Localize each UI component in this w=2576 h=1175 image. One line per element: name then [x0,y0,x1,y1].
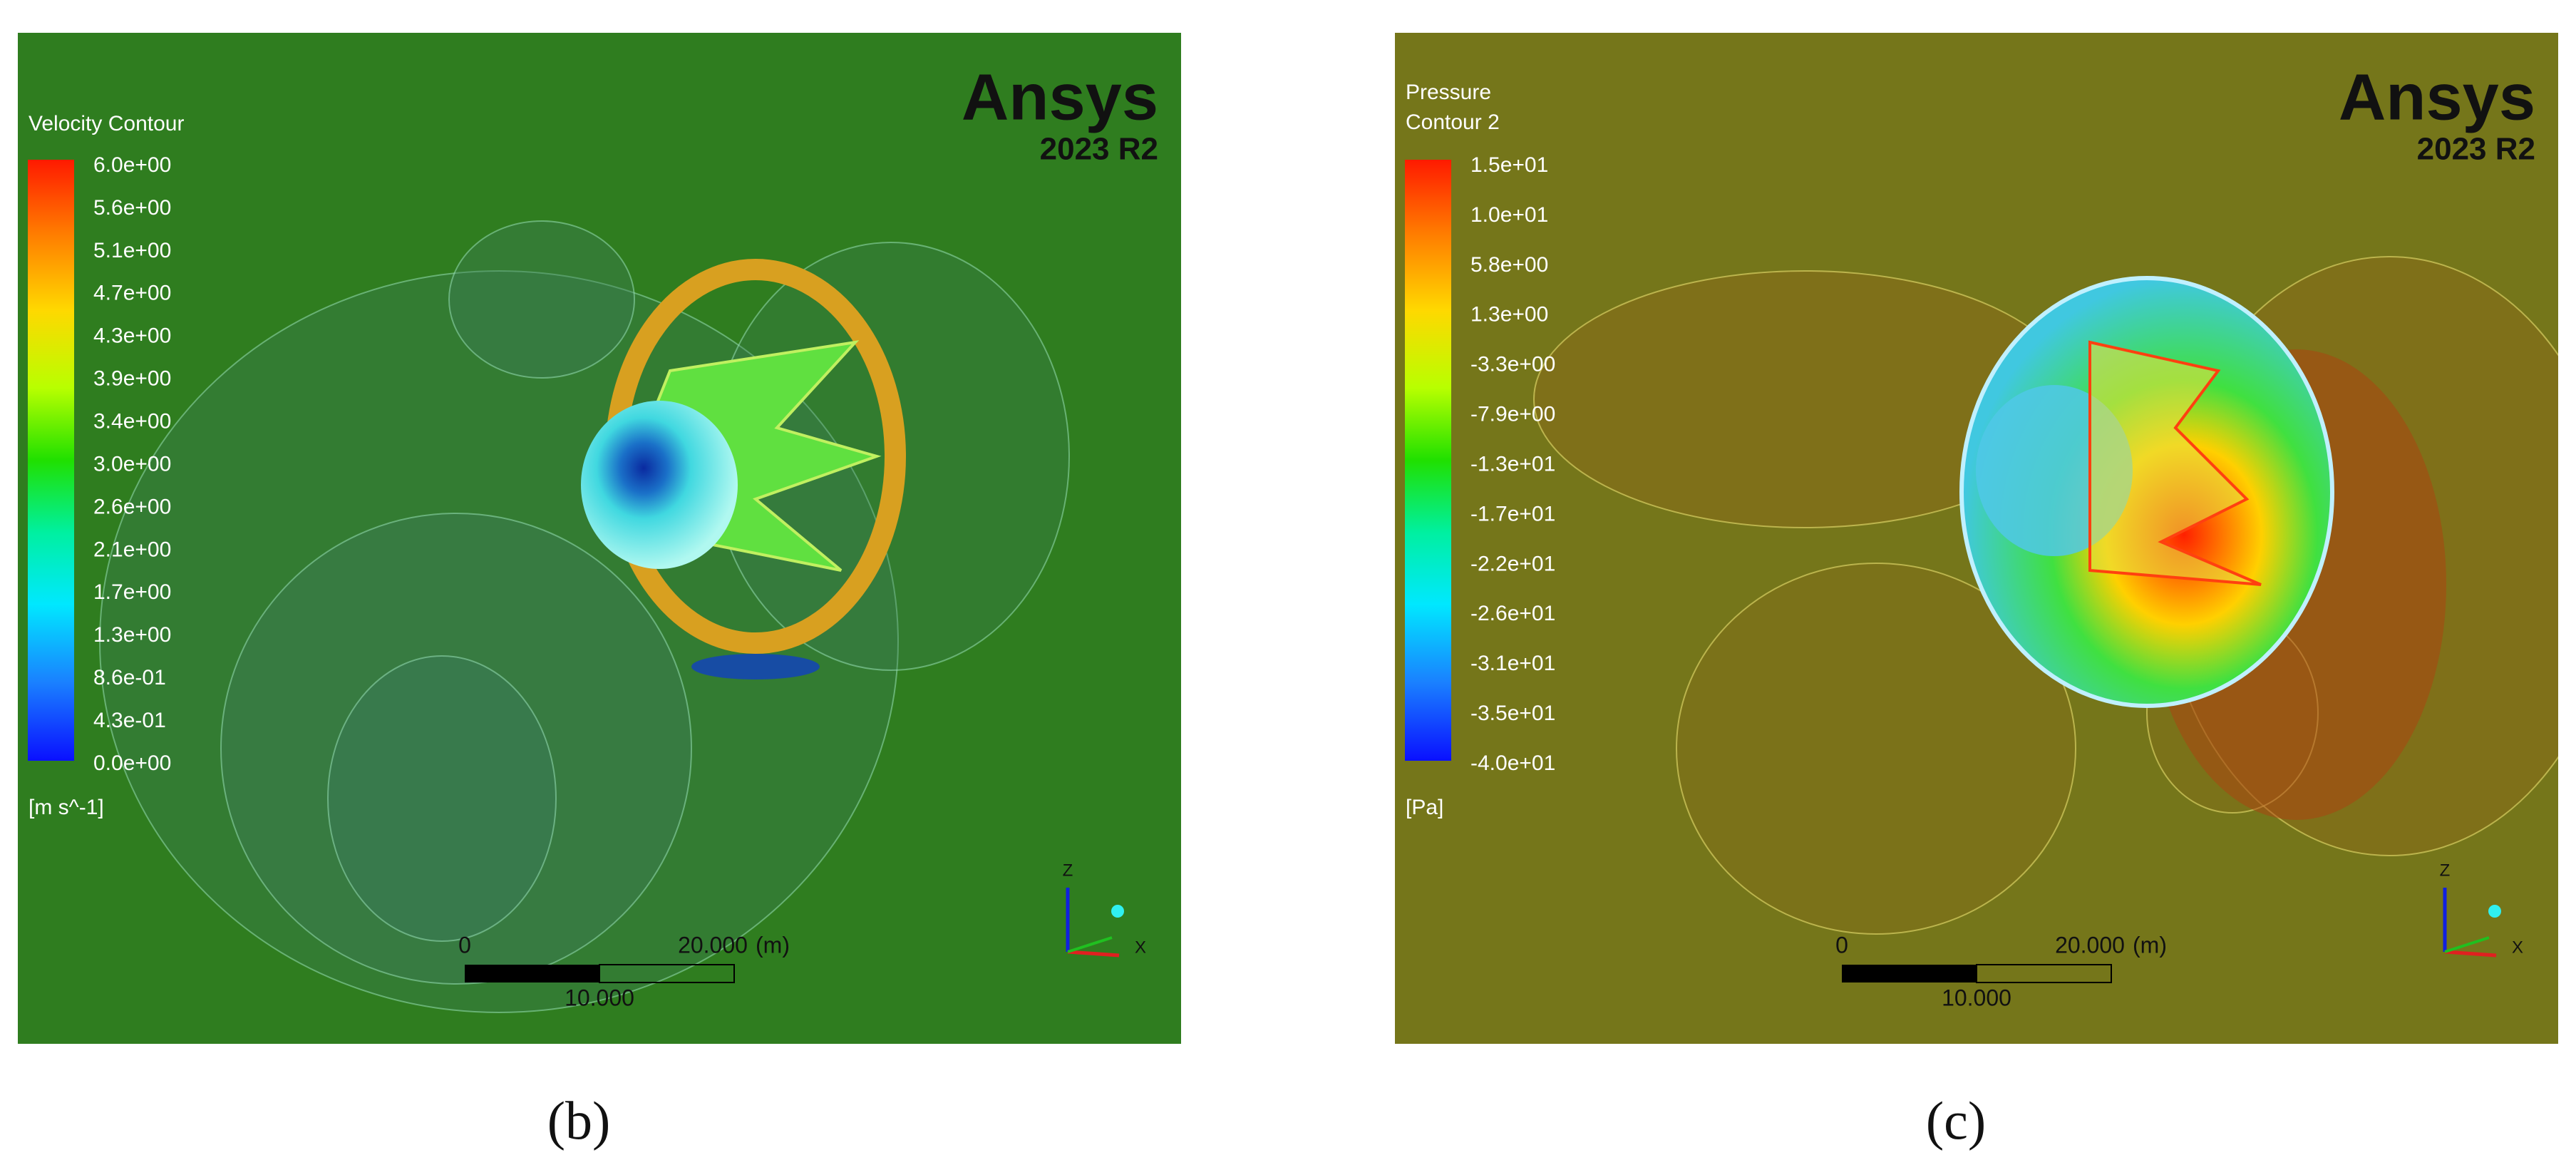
legend-level: 4.3e+00 [93,324,171,348]
scale-unit: (m) [756,932,790,958]
legend-level: 5.6e+00 [93,196,171,220]
axis-label-z: Z [1063,861,1073,880]
version: 2023 R2 [1040,132,1158,167]
legend-level: -1.7e+01 [1470,502,1555,525]
legend-level: -3.3e+00 [1470,353,1555,376]
contour-field [1533,256,2558,935]
scale-mid: 10.000 [565,985,634,1010]
legend-level: 4.3e-01 [93,709,166,732]
legend-level: 2.1e+00 [93,538,171,561]
legend-level: -4.0e+01 [1470,751,1555,775]
legend-level: -2.2e+01 [1470,552,1555,575]
scale-bar-light [599,964,735,983]
contour-region [327,655,557,942]
blades [2088,340,2262,586]
legend-level: 6.0e+00 [93,153,171,177]
scale-mid: 10.000 [1942,985,2011,1010]
scale-bar-dark [1842,965,1977,982]
caption: (b) [547,1091,611,1151]
version: 2023 R2 [2417,132,2535,167]
legend-level: 4.7e+00 [93,282,171,305]
scale-bar-dark [465,965,599,982]
legend-level: 3.9e+00 [93,367,171,391]
legend-level: 5.1e+00 [93,239,171,262]
legend-level: -7.9e+00 [1470,403,1555,426]
axis-y [1067,936,1113,953]
legend-level: 1.7e+00 [93,580,171,604]
axis-label-x: X [1135,938,1146,957]
legend-title: Pressure [1406,81,1491,104]
legend-level: 1.3e+00 [93,623,171,647]
color-bar [28,160,74,761]
logo: Ansys [962,61,1158,133]
legend-level: 1.0e+01 [1470,203,1548,227]
color-bar [1405,160,1451,761]
legend-level: 5.8e+00 [1470,253,1548,277]
contour-region [1676,563,2076,935]
legend-level: 3.0e+00 [93,452,171,476]
legend-level: -1.3e+01 [1470,452,1555,476]
legend-level: 2.6e+00 [93,495,171,518]
scale-end: 20.000 [2055,932,2125,958]
axis-y [2444,936,2490,953]
logo: Ansys [2339,61,2535,133]
legend-level: -2.6e+01 [1470,602,1555,625]
axis-marker [1111,905,1124,918]
low-velocity-zone [691,654,820,679]
panel: Velocity Contour 6.0e+00 5.6e+00 5.1e+00 4.7… [18,33,1181,1151]
axis-marker [2488,905,2501,918]
contour-field [99,220,1070,1013]
scale-bar-light [1976,964,2112,983]
scale-end: 20.000 [678,932,748,958]
axis-x [2444,950,2497,958]
legend-unit: [Pa] [1406,796,1443,819]
legend-unit: [m s^-1] [29,796,104,819]
scale-start: 0 [458,932,471,958]
legend-level: 1.3e+00 [1470,303,1548,327]
axis-label-z: Z [2440,861,2451,880]
legend-level: 1.5e+01 [1470,153,1548,177]
legend-level: 3.4e+00 [93,409,171,433]
contour-region [448,220,635,379]
legend-level: -3.1e+01 [1470,652,1555,675]
legend-title: Contour 2 [1406,111,1500,134]
panel: Pressure Contour 2 1.5e+01 1.0e+01 5.8e+00 1.… [1395,33,2558,1151]
hub [581,401,738,569]
caption: (c) [1926,1091,1986,1151]
axis-x [1067,950,1120,958]
legend-level: -3.5e+01 [1470,702,1555,725]
scale-unit: (m) [2133,932,2167,958]
scale-start: 0 [1835,932,1848,958]
legend-title: Velocity Contour [29,112,184,135]
legend-level: 8.6e-01 [93,666,166,689]
axis-label-x: X [2512,938,2523,957]
legend-level: 0.0e+00 [93,751,171,775]
